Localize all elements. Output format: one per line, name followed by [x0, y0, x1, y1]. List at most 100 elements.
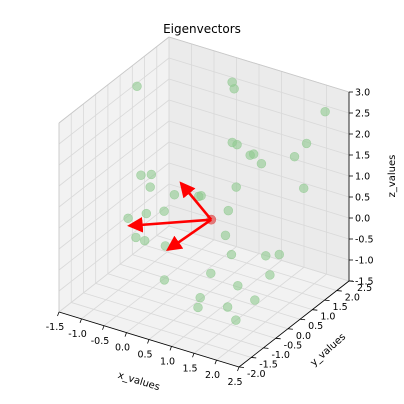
x-tick-label: 0.0	[115, 343, 130, 354]
data-point	[131, 232, 141, 243]
data-point	[223, 205, 234, 216]
y-gridline-floor	[83, 292, 264, 349]
y-tick	[312, 309, 318, 311]
x-tick	[237, 366, 240, 372]
tick-marks: -1.5-1.0-0.50.00.51.01.52.02.5-2.0-1.5-1…	[46, 88, 374, 389]
data-point	[233, 281, 243, 291]
x-gridline-floor	[193, 266, 305, 354]
y-tick-label: -1.5	[259, 359, 278, 370]
x-tick-label: -1.0	[68, 329, 87, 340]
z-gridline-wall	[58, 99, 170, 187]
z-tick-label: 0.5	[355, 193, 370, 204]
z-tick-label: 0.0	[355, 214, 370, 225]
data-point	[265, 270, 275, 280]
data-point	[289, 151, 300, 162]
data-point	[261, 251, 271, 261]
y-axis-line	[238, 280, 350, 368]
y-gridline-floor	[156, 235, 337, 291]
data-point	[141, 208, 152, 219]
x-tick-label: 1.0	[160, 356, 175, 367]
data-point	[250, 295, 260, 305]
eigenvector-arrow	[127, 216, 212, 233]
y-tick-label: 2.5	[357, 283, 372, 294]
x-tick	[169, 346, 172, 351]
y-tick	[336, 290, 342, 292]
z-gridline-back	[168, 225, 350, 282]
y-tick-label: -1.0	[271, 350, 290, 361]
data-point	[169, 190, 180, 200]
y-tick	[300, 318, 306, 321]
x-tick	[124, 332, 127, 337]
z-gridline-back	[168, 162, 350, 219]
pane-edge	[58, 36, 170, 124]
y-gridline-floor	[95, 282, 276, 339]
z-tick-label: 2.0	[355, 130, 370, 141]
x-tick	[147, 339, 150, 344]
data-point	[299, 183, 309, 194]
x-tick-label: 0.5	[137, 350, 152, 361]
x-tick-label: 2.0	[205, 370, 220, 381]
data-point	[206, 268, 216, 278]
data-point	[256, 158, 267, 169]
data-point	[123, 213, 133, 223]
x-gridline-floor	[103, 239, 215, 327]
data-point	[196, 191, 206, 201]
x-tick	[192, 353, 195, 358]
y-tick-label: 2.0	[345, 293, 360, 304]
data-point	[193, 302, 203, 313]
x-tick-label: -0.5	[91, 336, 110, 347]
z-gridline-wall	[58, 204, 170, 292]
z-gridline-wall	[58, 78, 170, 166]
z-axis-label: z_values	[387, 155, 398, 198]
data-point	[146, 169, 157, 180]
x-tick-label: -1.5	[46, 322, 65, 333]
y-tick-label: 1.5	[333, 302, 348, 313]
eigenvector-arrows	[127, 181, 213, 252]
y-tick	[238, 366, 245, 368]
data-point	[232, 139, 242, 150]
y-tick-label: 1.0	[320, 312, 335, 323]
z-gridline-wall	[58, 57, 170, 145]
data-point	[136, 170, 146, 180]
x-tick-label: 1.5	[182, 363, 197, 374]
x-axis-label: x_values	[116, 370, 161, 393]
data-point	[132, 81, 142, 91]
z-gridline-back	[168, 120, 350, 177]
x-gridline-floor	[126, 246, 237, 333]
eigenvector-arrow	[179, 181, 213, 221]
y-gridline-floor	[71, 302, 252, 358]
z-gridline-wall	[58, 183, 170, 271]
eigenvector-arrow	[166, 218, 212, 252]
z-tick-label: 1.5	[355, 151, 370, 162]
x-tick	[102, 325, 105, 330]
y-gridline-floor	[144, 244, 325, 301]
z-tick-label: -1.5	[355, 277, 374, 288]
data-point	[226, 249, 237, 260]
data-point	[231, 182, 241, 192]
z-gridline-back	[168, 99, 350, 156]
y-tick	[287, 328, 293, 330]
z-tick-label: 2.5	[355, 109, 370, 120]
data-point	[274, 249, 284, 260]
z-gridline-back	[168, 141, 350, 198]
axis-panes	[59, 37, 349, 367]
x-tick-label: 2.5	[227, 377, 242, 388]
axis-edges	[58, 36, 350, 368]
y-tick-label: -0.5	[284, 340, 303, 351]
data-point	[231, 315, 241, 325]
y-tick-label: 0.0	[296, 331, 311, 342]
data-point	[159, 206, 169, 216]
chart-title: Eigenvectors	[163, 22, 241, 36]
y-tick	[275, 337, 281, 340]
pane-edge	[168, 36, 350, 93]
data-point	[227, 77, 237, 87]
y-gridline-floor	[132, 254, 313, 311]
z-tick-label: 3.0	[355, 88, 370, 99]
data-point	[140, 236, 150, 246]
z-gridline-back	[168, 57, 350, 114]
z-gridline-wall	[58, 225, 170, 313]
data-point	[195, 293, 205, 303]
z-gridline-back	[168, 78, 350, 135]
x-gridline-floor	[216, 273, 327, 361]
x-tick	[57, 311, 60, 317]
